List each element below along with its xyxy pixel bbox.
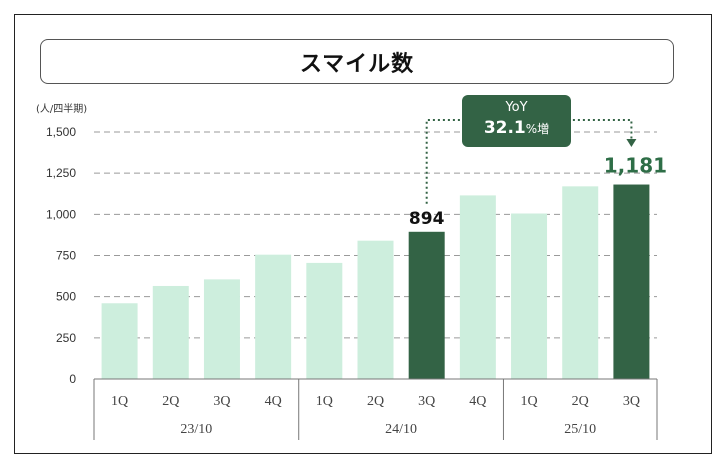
bar — [306, 262, 343, 379]
chart-title-box: スマイル数 — [40, 39, 674, 84]
yoy-arrowhead — [626, 139, 637, 147]
chart-title: スマイル数 — [299, 51, 415, 77]
data-label: 894 — [409, 209, 445, 229]
yoy-value: 32.1 — [483, 118, 526, 138]
x-tick-label: 1Q — [111, 394, 128, 409]
bar — [562, 186, 599, 379]
bar — [459, 195, 496, 379]
x-group-label: 24/10 — [385, 422, 417, 437]
y-tick-label: 1,500 — [46, 125, 76, 139]
x-tick-label: 2Q — [572, 394, 589, 409]
x-tick-label: 3Q — [623, 394, 640, 409]
bar — [101, 303, 138, 379]
yoy-callout: YoY 32.1%増 — [462, 95, 571, 147]
x-tick-label: 2Q — [367, 394, 384, 409]
x-tick-label: 4Q — [469, 394, 486, 409]
bar — [357, 240, 394, 379]
x-tick-label: 3Q — [418, 394, 435, 409]
x-tick-label: 1Q — [316, 394, 333, 409]
bar — [255, 254, 292, 379]
bar — [511, 213, 548, 379]
data-label: 1,181 — [604, 154, 667, 178]
bar — [152, 285, 189, 379]
bar — [408, 231, 445, 379]
yoy-suffix: %増 — [525, 122, 550, 136]
x-tick-label: 2Q — [162, 394, 179, 409]
x-tick-label: 3Q — [213, 394, 230, 409]
bar — [613, 184, 650, 379]
x-group-label: 23/10 — [180, 422, 212, 437]
y-tick-label: 1,000 — [46, 207, 76, 221]
x-group-label: 25/10 — [564, 422, 596, 437]
y-tick-label: 1,250 — [46, 166, 76, 180]
x-tick-label: 1Q — [520, 394, 537, 409]
y-tick-label: 0 — [69, 372, 76, 386]
chart-frame — [14, 14, 712, 454]
y-tick-label: 250 — [56, 331, 76, 345]
x-tick-label: 4Q — [265, 394, 282, 409]
y-tick-label: 750 — [56, 249, 76, 263]
y-unit-label: (人/四半期) — [36, 102, 87, 115]
yoy-label: YoY — [505, 100, 528, 115]
bar — [203, 279, 240, 379]
y-tick-label: 500 — [56, 290, 76, 304]
